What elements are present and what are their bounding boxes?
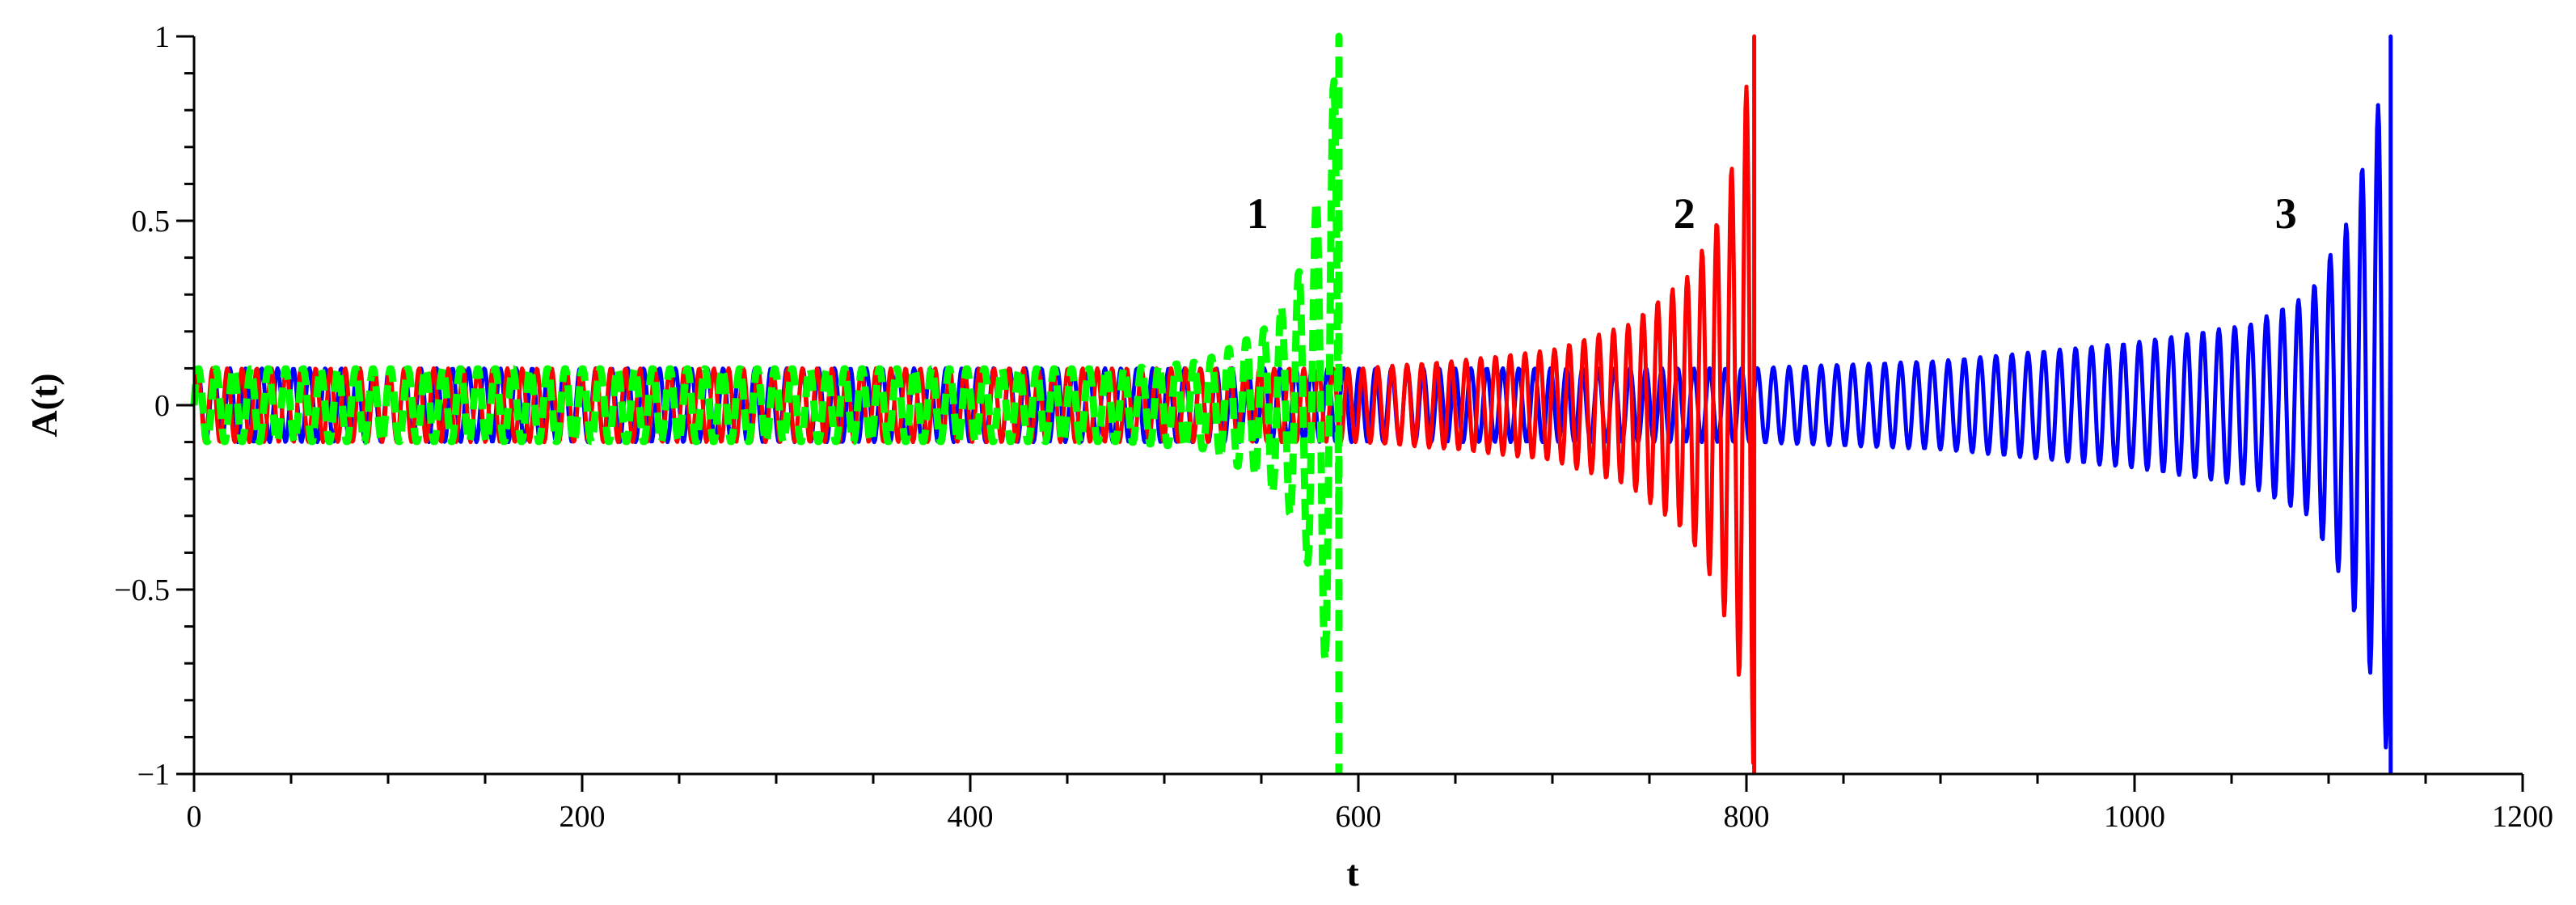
axes-layer	[176, 35, 2524, 792]
x-tick-label: 200	[560, 800, 606, 834]
curve-label-1: 1	[1247, 189, 1269, 238]
x-axis-title: t	[1346, 852, 1359, 894]
y-tick-label: −1	[137, 758, 170, 792]
y-tick-label: 0.5	[132, 205, 171, 239]
y-tick-label: 1	[154, 20, 170, 54]
labels-layer: 0 200 400 600 800 1000 1200 1 0.5 0 −0.5 −1 t A(t) 1 2 3	[23, 20, 2553, 894]
curves-layer	[190, 32, 2393, 774]
y-tick-label: −0.5	[114, 573, 170, 607]
x-tick-label: 1000	[2104, 800, 2165, 834]
y-tick-label: 0	[154, 389, 170, 423]
x-tick-label: 0	[187, 800, 202, 834]
y-axis-title: A(t)	[23, 373, 65, 437]
series-1-line	[190, 32, 1343, 774]
x-tick-label: 600	[1336, 800, 1382, 834]
curve-label-2: 2	[1674, 189, 1696, 238]
x-tick-label: 400	[948, 800, 994, 834]
x-tick-label: 1200	[2492, 800, 2553, 834]
x-tick-label: 800	[1724, 800, 1770, 834]
curve-label-3: 3	[2275, 189, 2297, 238]
